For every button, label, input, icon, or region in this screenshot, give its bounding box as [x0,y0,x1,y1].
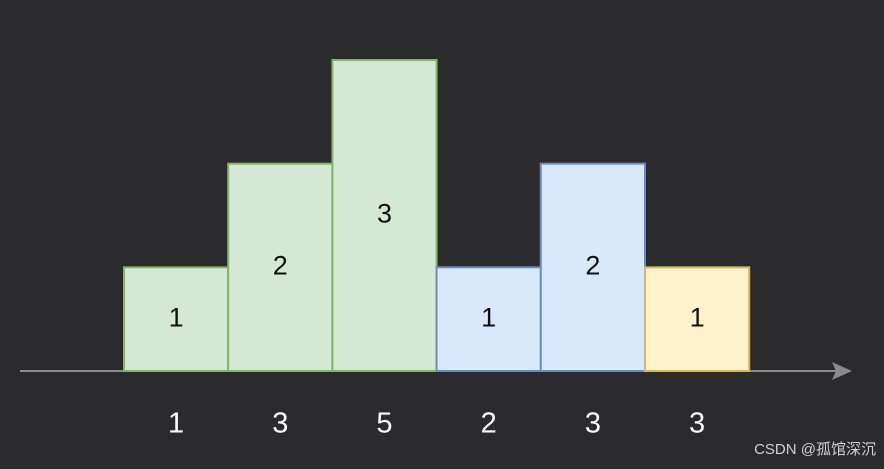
x-tick-label: 3 [689,408,705,440]
x-tick-label: 3 [272,408,288,440]
bar [227,162,334,372]
bar-label: 2 [273,250,288,280]
x-tick-label: 1 [168,408,184,440]
x-tick-label: 2 [481,408,497,440]
bar-label: 1 [481,302,496,332]
bar [435,266,542,373]
bar [331,59,438,372]
bar-label: 1 [169,302,184,332]
bar-label: 3 [377,199,392,229]
x-tick-label: 3 [585,408,601,440]
bar-label: 1 [690,302,705,332]
watermark: CSDN @孤馆深沉 [754,441,876,458]
bar [644,266,751,373]
bar-label: 2 [585,250,600,280]
axis-arrow [832,362,852,380]
x-tick-label: 5 [376,408,392,440]
bar [123,266,230,373]
